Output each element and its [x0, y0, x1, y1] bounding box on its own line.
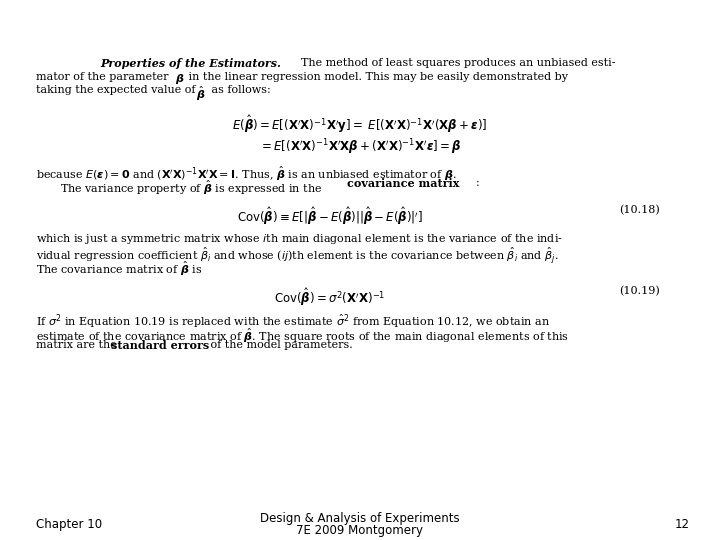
Text: 12: 12 [675, 518, 690, 531]
Text: $= E[(\mathbf{X}'\mathbf{X})^{-1}\mathbf{X}'\mathbf{X}\boldsymbol{\beta} + (\mat: $= E[(\mathbf{X}'\mathbf{X})^{-1}\mathbf… [258, 138, 462, 157]
Text: The method of least squares produces an unbiased esti-: The method of least squares produces an … [294, 58, 616, 68]
Text: mator of the parameter: mator of the parameter [36, 71, 172, 82]
Text: $\hat{\boldsymbol{\beta}}$: $\hat{\boldsymbol{\beta}}$ [196, 85, 205, 103]
Text: $\boldsymbol{\beta}$: $\boldsymbol{\beta}$ [175, 71, 184, 85]
Text: Properties of the Estimators.: Properties of the Estimators. [100, 58, 281, 69]
Text: vidual regression coefficient $\hat{\beta}_i$ and whose ($ij$)th element is the : vidual regression coefficient $\hat{\bet… [36, 246, 559, 266]
Text: (10.18): (10.18) [619, 205, 660, 215]
Text: $\mathrm{Cov}(\hat{\boldsymbol{\beta}}) \equiv E[|\hat{\boldsymbol{\beta}} - E(\: $\mathrm{Cov}(\hat{\boldsymbol{\beta}}) … [237, 205, 423, 227]
Text: estimate of the covariance matrix of $\hat{\boldsymbol{\beta}}$. The square root: estimate of the covariance matrix of $\h… [36, 327, 569, 345]
Text: $\mathrm{Cov}(\hat{\boldsymbol{\beta}}) = \sigma^2(\mathbf{X}'\mathbf{X})^{-1}$: $\mathrm{Cov}(\hat{\boldsymbol{\beta}}) … [274, 286, 386, 308]
Text: matrix are the: matrix are the [36, 340, 120, 350]
Text: Design & Analysis of Experiments: Design & Analysis of Experiments [260, 512, 460, 525]
Text: because $E(\boldsymbol{\epsilon}) = \mathbf{0}$ and $(\mathbf{X}'\mathbf{X})^{-1: because $E(\boldsymbol{\epsilon}) = \mat… [36, 165, 456, 183]
Text: of the model parameters.: of the model parameters. [207, 340, 353, 350]
Text: Chapter 10: Chapter 10 [36, 518, 102, 531]
Text: If $\sigma^2$ in Equation 10.19 is replaced with the estimate $\hat{\sigma}^2$ f: If $\sigma^2$ in Equation 10.19 is repla… [36, 313, 550, 331]
Text: which is just a symmetric matrix whose $i$th main diagonal element is the varian: which is just a symmetric matrix whose $… [36, 232, 563, 246]
Text: in the linear regression model. This may be easily demonstrated by: in the linear regression model. This may… [185, 71, 568, 82]
Text: (10.19): (10.19) [619, 286, 660, 296]
Text: standard errors: standard errors [111, 340, 210, 351]
Text: The variance property of $\hat{\boldsymbol{\beta}}$ is expressed in the: The variance property of $\hat{\boldsymb… [60, 178, 323, 197]
Text: covariance matrix: covariance matrix [347, 178, 459, 189]
Text: The covariance matrix of $\hat{\boldsymbol{\beta}}$ is: The covariance matrix of $\hat{\boldsymb… [36, 259, 202, 278]
Text: as follows:: as follows: [208, 85, 271, 95]
Text: :: : [476, 178, 480, 188]
Text: 7E 2009 Montgomery: 7E 2009 Montgomery [297, 524, 423, 537]
Text: taking the expected value of: taking the expected value of [36, 85, 199, 95]
Text: $E(\hat{\boldsymbol{\beta}}) = E[(\mathbf{X}'\mathbf{X})^{-1}\mathbf{X}'\mathbf{: $E(\hat{\boldsymbol{\beta}}) = E[(\mathb… [233, 113, 487, 136]
